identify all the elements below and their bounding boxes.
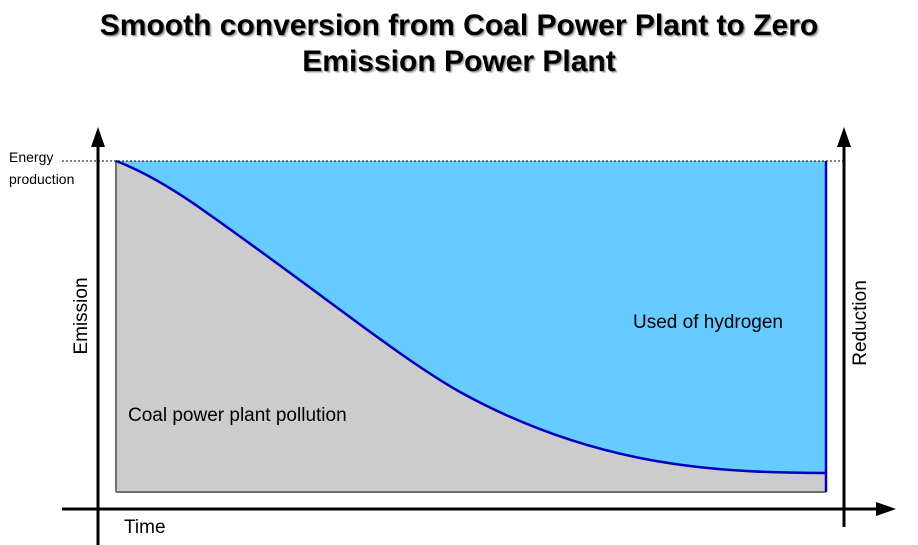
- coal-region-label: Coal power plant pollution: [128, 405, 347, 426]
- time-axis-label: Time: [124, 517, 166, 538]
- diagram-title-line-2: Emission Power Plant: [302, 45, 616, 78]
- transition-curve: [115, 159, 827, 475]
- reduction-axis-label: Reduction: [850, 280, 871, 366]
- energy-production-label-line-2: production: [9, 171, 74, 187]
- diagram-title-line-1: Smooth conversion from Coal Power Plant …: [99, 9, 819, 42]
- emission-axis-label: Emission: [71, 277, 92, 354]
- time-axis-arrowhead: [876, 502, 896, 516]
- coal-region: [116, 161, 826, 492]
- emission-axis-arrowhead: [91, 127, 105, 147]
- energy-production-label-line-1: Energy: [9, 149, 53, 165]
- hydrogen-region-label: Used of hydrogen: [633, 312, 783, 333]
- reduction-axis-arrowhead: [837, 127, 851, 147]
